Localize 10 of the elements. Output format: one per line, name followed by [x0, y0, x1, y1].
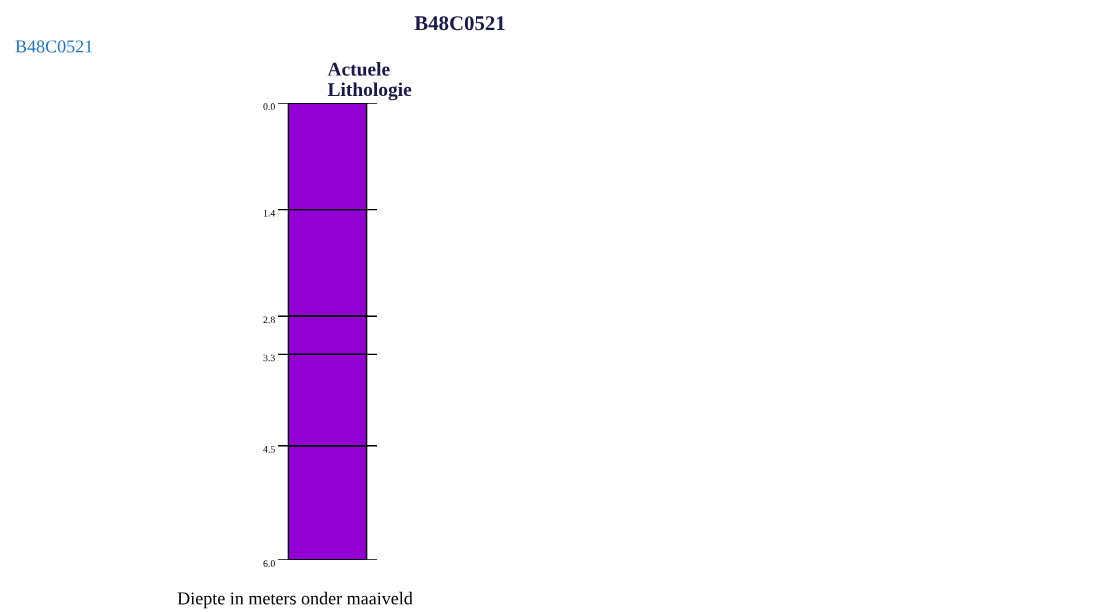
text: B48C0521	[15, 40, 93, 53]
y-tick-label: 2.8	[263, 316, 275, 324]
y-tick-label: 0.0	[263, 103, 275, 110]
x-axis-title: Diepte in meters onder maaiveld	[177, 591, 413, 609]
y-tick-label: 1.4	[263, 209, 276, 217]
text: B48C0521	[414, 16, 505, 31]
y-tick-label: 4.5	[263, 446, 275, 453]
x-tick-label: Actuele Lithologie	[327, 62, 412, 101]
y-tick-label: 6.0	[263, 560, 275, 567]
y-tick-label: 3.3	[263, 354, 275, 362]
